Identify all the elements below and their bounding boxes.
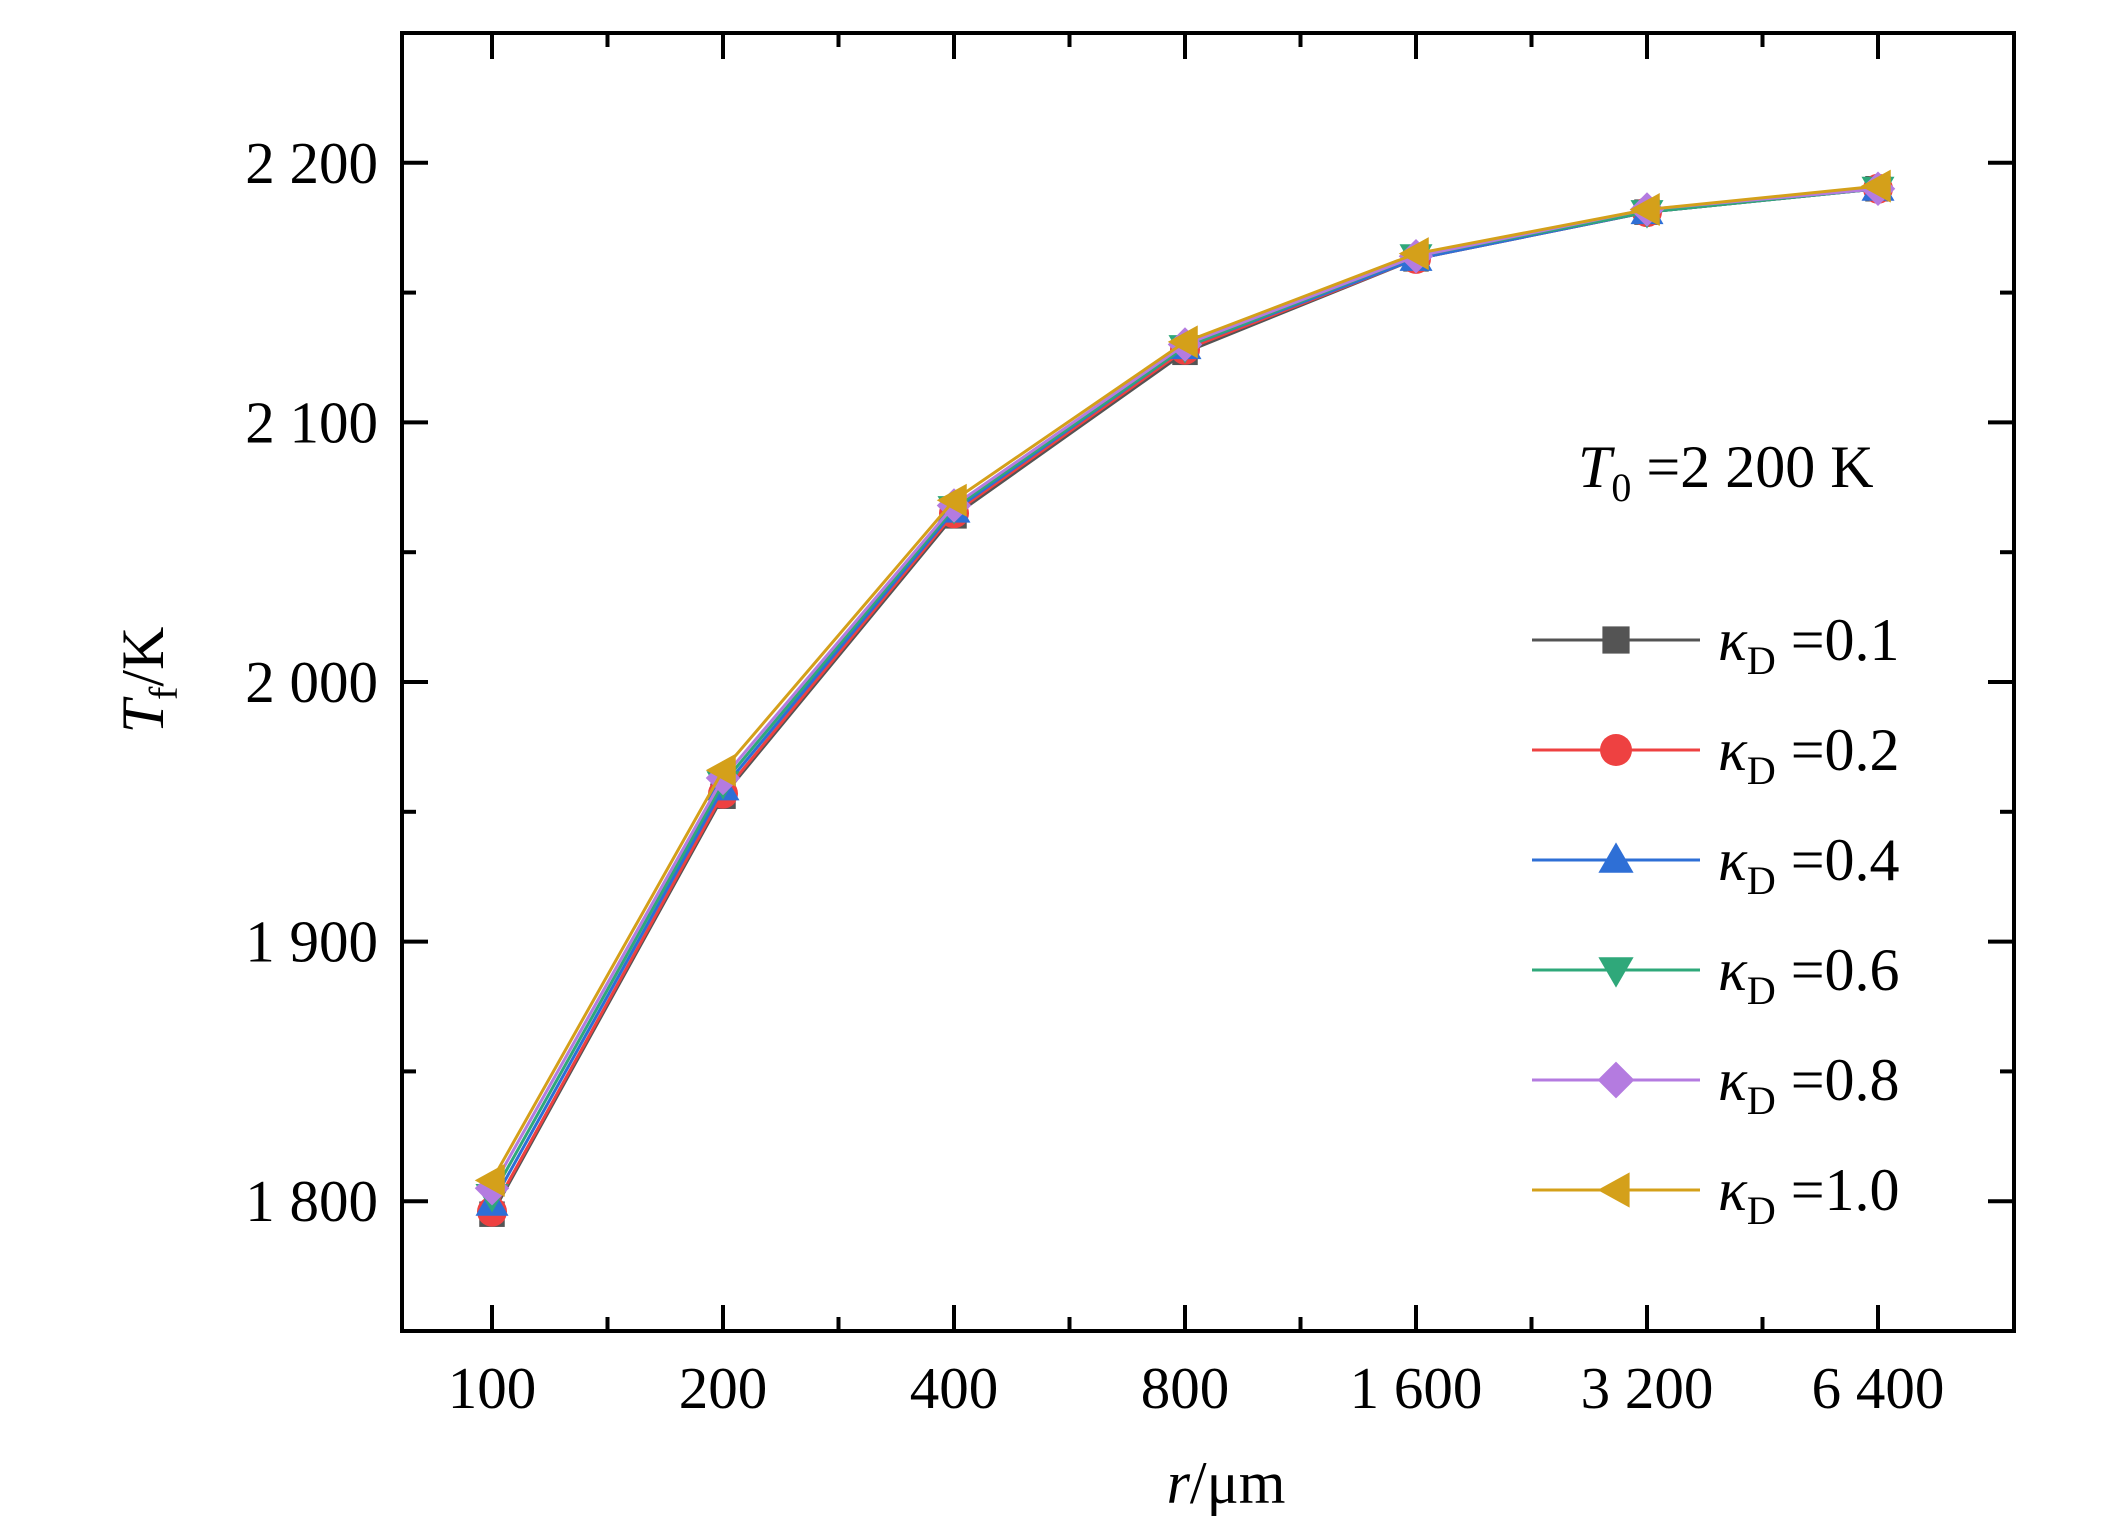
data-point xyxy=(1598,957,1634,988)
x-tick-label: 200 xyxy=(679,1355,768,1421)
y-tick-label: 2 200 xyxy=(245,130,378,196)
x-tick-label: 6 400 xyxy=(1812,1355,1945,1421)
y-tick-label: 1 900 xyxy=(245,909,378,975)
data-point xyxy=(1167,325,1198,359)
legend-label: κD =0.1 xyxy=(1718,607,1900,683)
y-tick-label: 2 100 xyxy=(245,389,378,455)
legend-entry: κD =0.1 xyxy=(1532,607,1900,683)
x-tick-label: 3 200 xyxy=(1581,1355,1714,1421)
series-layer xyxy=(474,169,1896,1227)
annotation-initial-temperature: T0 =2 200 K xyxy=(1578,434,1874,510)
data-point xyxy=(1602,626,1630,654)
data-point xyxy=(1597,1061,1635,1099)
x-axis: 100 200 400 800 1 600 3 200 6 400 xyxy=(448,33,1945,1421)
legend-entry: κD =0.2 xyxy=(1532,717,1900,793)
x-axis-title: r/μm xyxy=(1167,1450,1286,1516)
data-point xyxy=(1598,842,1634,873)
legend-label: κD =1.0 xyxy=(1718,1157,1900,1233)
legend-entry: κD =0.8 xyxy=(1532,1047,1900,1123)
data-point xyxy=(705,753,736,787)
legend: κD =0.1 κD =0.2 κD =0.4 κD =0.6 κD =0.8 κD =1… xyxy=(1532,607,1900,1233)
x-tick-label: 800 xyxy=(1141,1355,1230,1421)
data-point xyxy=(1860,169,1891,203)
x-tick-label: 400 xyxy=(910,1355,999,1421)
legend-label: κD =0.2 xyxy=(1718,717,1900,793)
y-tick-label: 2 000 xyxy=(245,649,378,715)
data-point xyxy=(1600,734,1632,766)
data-point xyxy=(936,483,967,517)
y-tick-label: 1 800 xyxy=(245,1168,378,1234)
legend-entry: κD =1.0 xyxy=(1532,1157,1900,1233)
legend-label: κD =0.4 xyxy=(1718,827,1900,903)
series-5 xyxy=(474,169,1891,1197)
legend-entry: κD =0.6 xyxy=(1532,937,1900,1013)
legend-label: κD =0.8 xyxy=(1718,1047,1900,1123)
y-axis: 1 800 1 900 2 000 2 100 2 200 xyxy=(245,31,2014,1333)
legend-label: κD =0.6 xyxy=(1718,937,1900,1013)
y-axis-title: Tf/K xyxy=(110,627,186,734)
data-point xyxy=(474,1163,505,1197)
series-4 xyxy=(474,171,1896,1206)
x-tick-label: 1 600 xyxy=(1350,1355,1483,1421)
data-point xyxy=(1398,237,1429,271)
legend-entry: κD =0.4 xyxy=(1532,827,1900,903)
data-point xyxy=(1629,193,1660,227)
x-tick-label: 100 xyxy=(448,1355,537,1421)
data-point xyxy=(1597,1172,1630,1208)
